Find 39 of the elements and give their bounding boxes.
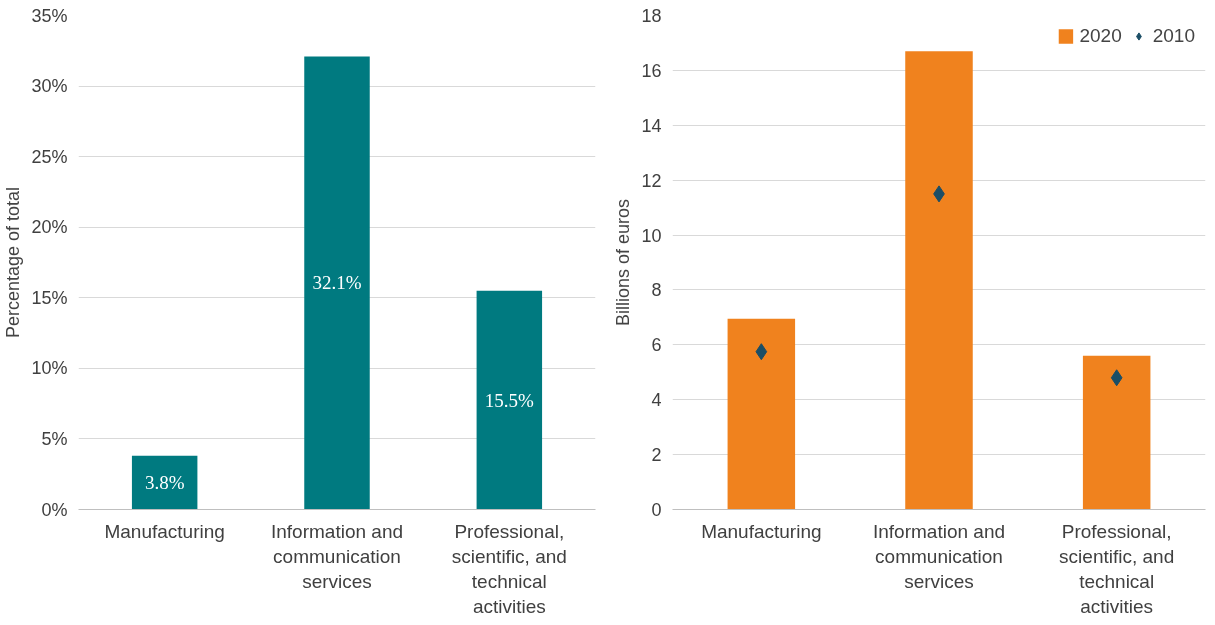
legend-label: 2020 [1079, 25, 1122, 47]
y-tick-label: 18 [641, 6, 662, 26]
y-tick-label: 20% [31, 217, 68, 238]
y-tick-label: 8 [651, 280, 662, 301]
y-tick-label: 6 [651, 335, 662, 356]
y-tick-label: 2 [651, 445, 662, 466]
point [755, 343, 768, 361]
data-label: 15.5% [484, 389, 535, 411]
point [1110, 369, 1123, 387]
y-tick-label: 35% [31, 5, 68, 26]
x-tick-label: Manufacturing [701, 520, 822, 542]
bar [1082, 355, 1151, 510]
y-tick-label: 25% [31, 146, 68, 167]
data-label: 32.1% [312, 272, 362, 294]
x-tick-label: Manufacturing [104, 520, 225, 542]
bar [727, 318, 796, 510]
y-axis-title: Percentage of total [3, 186, 24, 339]
y-tick-label: 5% [41, 428, 68, 449]
y-axis-title: Billions of euros [613, 198, 634, 327]
x-tick-label: Information and communication services [872, 520, 1006, 592]
bar [905, 51, 973, 510]
x-tick-label: Professional, scientific, and technical activities [451, 520, 567, 618]
bar [304, 56, 370, 510]
y-tick-label: 16 [641, 60, 662, 81]
y-tick-label: 12 [641, 170, 662, 191]
y-tick-label: 14 [641, 115, 662, 136]
y-tick-label: 10% [31, 358, 68, 379]
y-tick-label: 0 [651, 500, 662, 520]
y-tick-label: 30% [31, 76, 68, 97]
data-label: 3.8% [144, 472, 185, 494]
x-tick-label: Professional, scientific, and technical activities [1059, 520, 1175, 618]
bar [476, 290, 543, 510]
y-tick-label: 4 [651, 390, 662, 411]
y-tick-label: 10 [641, 225, 662, 246]
y-tick-label: 15% [31, 287, 68, 308]
legend-label: 2010 [1152, 25, 1195, 47]
y-tick-label: 0% [41, 499, 68, 520]
bar [131, 455, 198, 510]
x-tick-label: Information and communication services [270, 520, 404, 592]
